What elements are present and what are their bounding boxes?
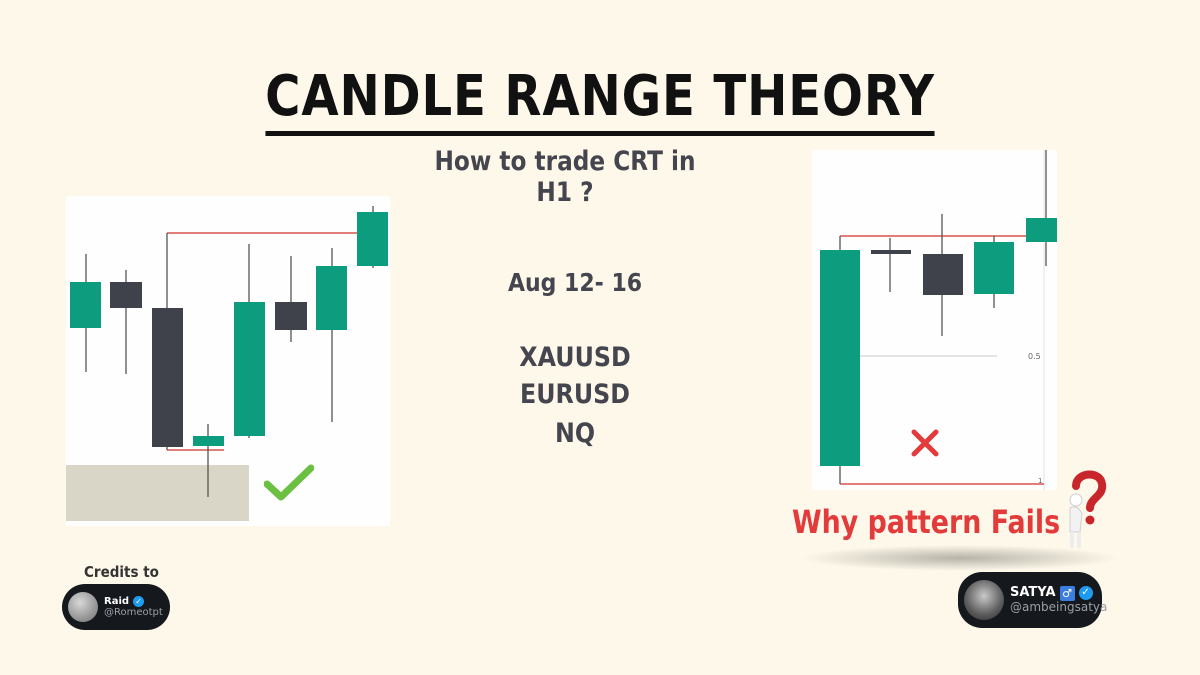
- page-title: CANDLE RANGE THEORY: [84, 64, 1116, 136]
- verified-icon: ✓: [133, 595, 145, 607]
- candle-4: [974, 236, 1014, 308]
- candle-7: [316, 248, 347, 422]
- candle-5: [234, 244, 265, 438]
- credit-profile-badge[interactable]: Raid ✓ @Romeotpt: [62, 584, 170, 630]
- avatar: [964, 580, 1004, 620]
- candle-4: [193, 424, 224, 497]
- candle-3: [152, 233, 183, 450]
- candle-2: [110, 270, 142, 374]
- verified-icon: ✓: [1078, 586, 1093, 601]
- symbol-nq: NQ: [554, 418, 596, 449]
- fail-candlestick-chart: 0.5 1: [820, 150, 1066, 490]
- candle-1: [820, 236, 860, 484]
- level-low-label: 1: [1038, 477, 1042, 485]
- profile-name: SATYA: [1010, 584, 1056, 600]
- profile-handle: @Romeotpt: [104, 607, 163, 618]
- level-mid-label: 0.5: [1028, 352, 1041, 361]
- candle-5: [1026, 150, 1066, 266]
- date-range: Aug 12- 16: [507, 268, 643, 297]
- candle-3: [923, 214, 963, 336]
- success-candlestick-chart: [66, 206, 388, 521]
- candle-1: [70, 254, 101, 372]
- symbol-xauusd: XAUUSD: [519, 342, 631, 373]
- question-man-icon: [1069, 470, 1107, 548]
- caption-shadow: [800, 545, 1120, 571]
- credits-label: Credits to: [84, 563, 159, 581]
- candle-6: [275, 256, 307, 342]
- checkmark-icon: [264, 464, 314, 501]
- page-subtitle: How to trade CRT in H1 ?: [434, 146, 696, 208]
- liquidity-zone: [66, 465, 249, 521]
- profile-handle: @ambeingsatya: [1010, 599, 1108, 614]
- avatar: [68, 592, 98, 622]
- profile-name: Raid: [104, 595, 130, 607]
- success-chart-panel: [66, 196, 390, 526]
- fail-caption: Why pattern Fails: [792, 503, 1061, 541]
- candle-8: [357, 206, 388, 268]
- candle-2: [871, 238, 911, 292]
- fail-chart-panel: 0.5 1: [812, 150, 1066, 490]
- author-profile-badge[interactable]: SATYA ♂ ✓ @ambeingsatya: [958, 572, 1107, 628]
- cross-icon: [911, 429, 939, 457]
- symbol-eurusd: EURUSD: [520, 379, 630, 410]
- male-sign-icon: ♂: [1059, 585, 1075, 601]
